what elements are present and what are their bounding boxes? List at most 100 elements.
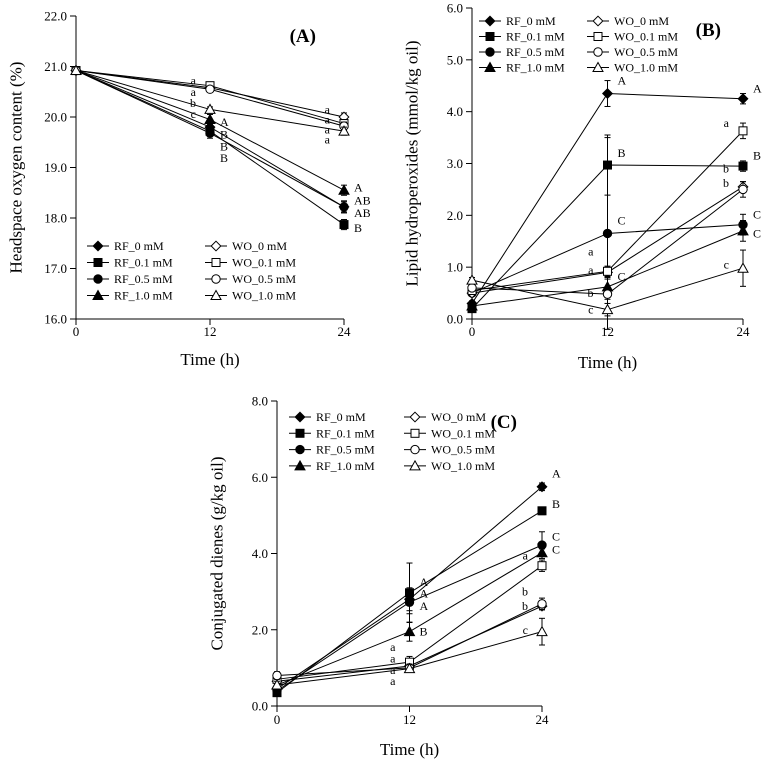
y-tick-label: 3.0 <box>447 156 463 171</box>
significance-letter: a <box>523 548 529 562</box>
legend-marker <box>592 61 604 72</box>
significance-letter: C <box>618 269 626 283</box>
legend-item: WO_0.5 mM <box>205 272 296 286</box>
data-point <box>603 266 612 276</box>
legend-marker <box>409 459 421 471</box>
y-tick-label: 0.0 <box>447 312 463 327</box>
data-point <box>602 289 613 299</box>
legend-item: WO_0.1 mM <box>205 256 296 270</box>
data-point <box>536 625 548 637</box>
legend-marker <box>484 61 496 72</box>
legend-marker <box>410 428 420 438</box>
significance-letter: b <box>588 286 594 300</box>
legend-item: RF_0 mM <box>479 14 556 28</box>
data-point <box>537 599 547 609</box>
legend-item: RF_0.1 mM <box>479 30 565 44</box>
significance-letter: b <box>723 162 729 176</box>
legend-marker <box>211 274 221 284</box>
data-point <box>601 303 614 315</box>
significance-letter: B <box>220 151 228 165</box>
data-point <box>339 220 349 230</box>
significance-letter: A <box>552 466 561 480</box>
y-tick-label: 1.0 <box>447 260 463 275</box>
x-axis-title: Time (h) <box>380 740 439 759</box>
y-tick-label: 6.0 <box>447 1 463 16</box>
legend-marker <box>211 258 221 267</box>
legend-label: WO_0 mM <box>614 14 669 28</box>
legend-label: WO_0.1 mM <box>614 30 678 44</box>
legend-marker <box>93 274 103 284</box>
y-tick-label: 17.0 <box>44 261 67 276</box>
y-tick-label: 8.0 <box>252 394 268 409</box>
significance-letter: b <box>190 96 196 110</box>
significance-letter: B <box>753 149 761 163</box>
significance-letter: B <box>420 625 428 639</box>
legend-label: WO_0 mM <box>232 239 287 253</box>
data-point <box>70 64 82 76</box>
data-point <box>403 662 416 674</box>
chart-panel-1: 16.0 17.0 18.0 19.0 20.0 21.0 22.0 0 12 24 Time (h… <box>7 9 371 370</box>
y-axis-title: Conjugated dienes (g/kg oil) <box>208 456 227 650</box>
significance-letter: A <box>753 81 762 95</box>
x-tick-label: 0 <box>469 324 476 339</box>
data-point <box>536 546 548 558</box>
legend-item: WO_0 mM <box>587 14 669 28</box>
legend-label: WO_1.0 mM <box>431 459 495 473</box>
significance-letter: a <box>588 245 594 259</box>
legend-item: RF_0.5 mM <box>479 45 565 59</box>
legend-item: WO_0.1 mM <box>404 426 495 440</box>
data-point <box>536 481 548 493</box>
x-tick-label: 0 <box>73 324 80 339</box>
x-tick-label: 12 <box>204 324 217 339</box>
legend-marker <box>295 428 305 438</box>
significance-letter: B <box>552 497 560 511</box>
legend-item: RF_0.5 mM <box>289 443 375 457</box>
legend-item: RF_1.0 mM <box>289 459 375 473</box>
legend-marker <box>592 15 604 27</box>
legend-marker <box>210 289 222 300</box>
legend-item: WO_0.5 mM <box>404 443 495 457</box>
significance-letter: A <box>420 587 429 601</box>
legend-marker <box>484 15 496 27</box>
data-point <box>466 300 478 311</box>
legend-label: WO_0.1 mM <box>431 426 495 440</box>
legend-label: RF_0 mM <box>114 239 164 253</box>
significance-letter: A <box>220 115 229 129</box>
legend-marker <box>410 444 420 455</box>
y-tick-label: 20.0 <box>44 110 67 125</box>
legend-label: RF_0 mM <box>506 14 556 28</box>
legend-item: RF_0.5 mM <box>87 272 173 286</box>
legend-label: WO_0.5 mM <box>232 272 296 286</box>
series-wo-1-0-mm <box>466 249 749 317</box>
data-point <box>404 597 415 607</box>
data-point <box>467 283 477 293</box>
legend-label: WO_0.5 mM <box>431 443 495 457</box>
data-point <box>466 274 478 285</box>
data-point <box>738 126 748 136</box>
significance-letter: C <box>753 207 761 221</box>
legend-label: WO_0.1 mM <box>232 256 296 270</box>
significance-letter: A <box>618 74 627 88</box>
significance-letter: B <box>354 221 362 235</box>
legend-item: WO_1.0 mM <box>587 61 678 75</box>
panel-label: (C) <box>491 412 517 433</box>
significance-letter: a <box>191 85 197 99</box>
x-axis-title: Time (h) <box>180 350 239 369</box>
data-point <box>338 184 350 195</box>
significance-letter: AB <box>354 206 371 220</box>
y-tick-label: 19.0 <box>44 160 67 175</box>
y-tick-label: 18.0 <box>44 211 67 226</box>
legend-label: WO_1.0 mM <box>232 289 296 303</box>
legend-item: RF_1.0 mM <box>479 61 565 75</box>
data-point <box>204 113 216 125</box>
significance-letter: B <box>220 139 228 153</box>
legend-label: RF_0.1 mM <box>316 426 375 440</box>
significance-letter: c <box>191 107 196 121</box>
legend-marker <box>93 258 103 267</box>
x-tick-label: 24 <box>338 324 352 339</box>
legend-marker <box>92 240 104 252</box>
series-wo-1-0-mm <box>271 617 548 690</box>
